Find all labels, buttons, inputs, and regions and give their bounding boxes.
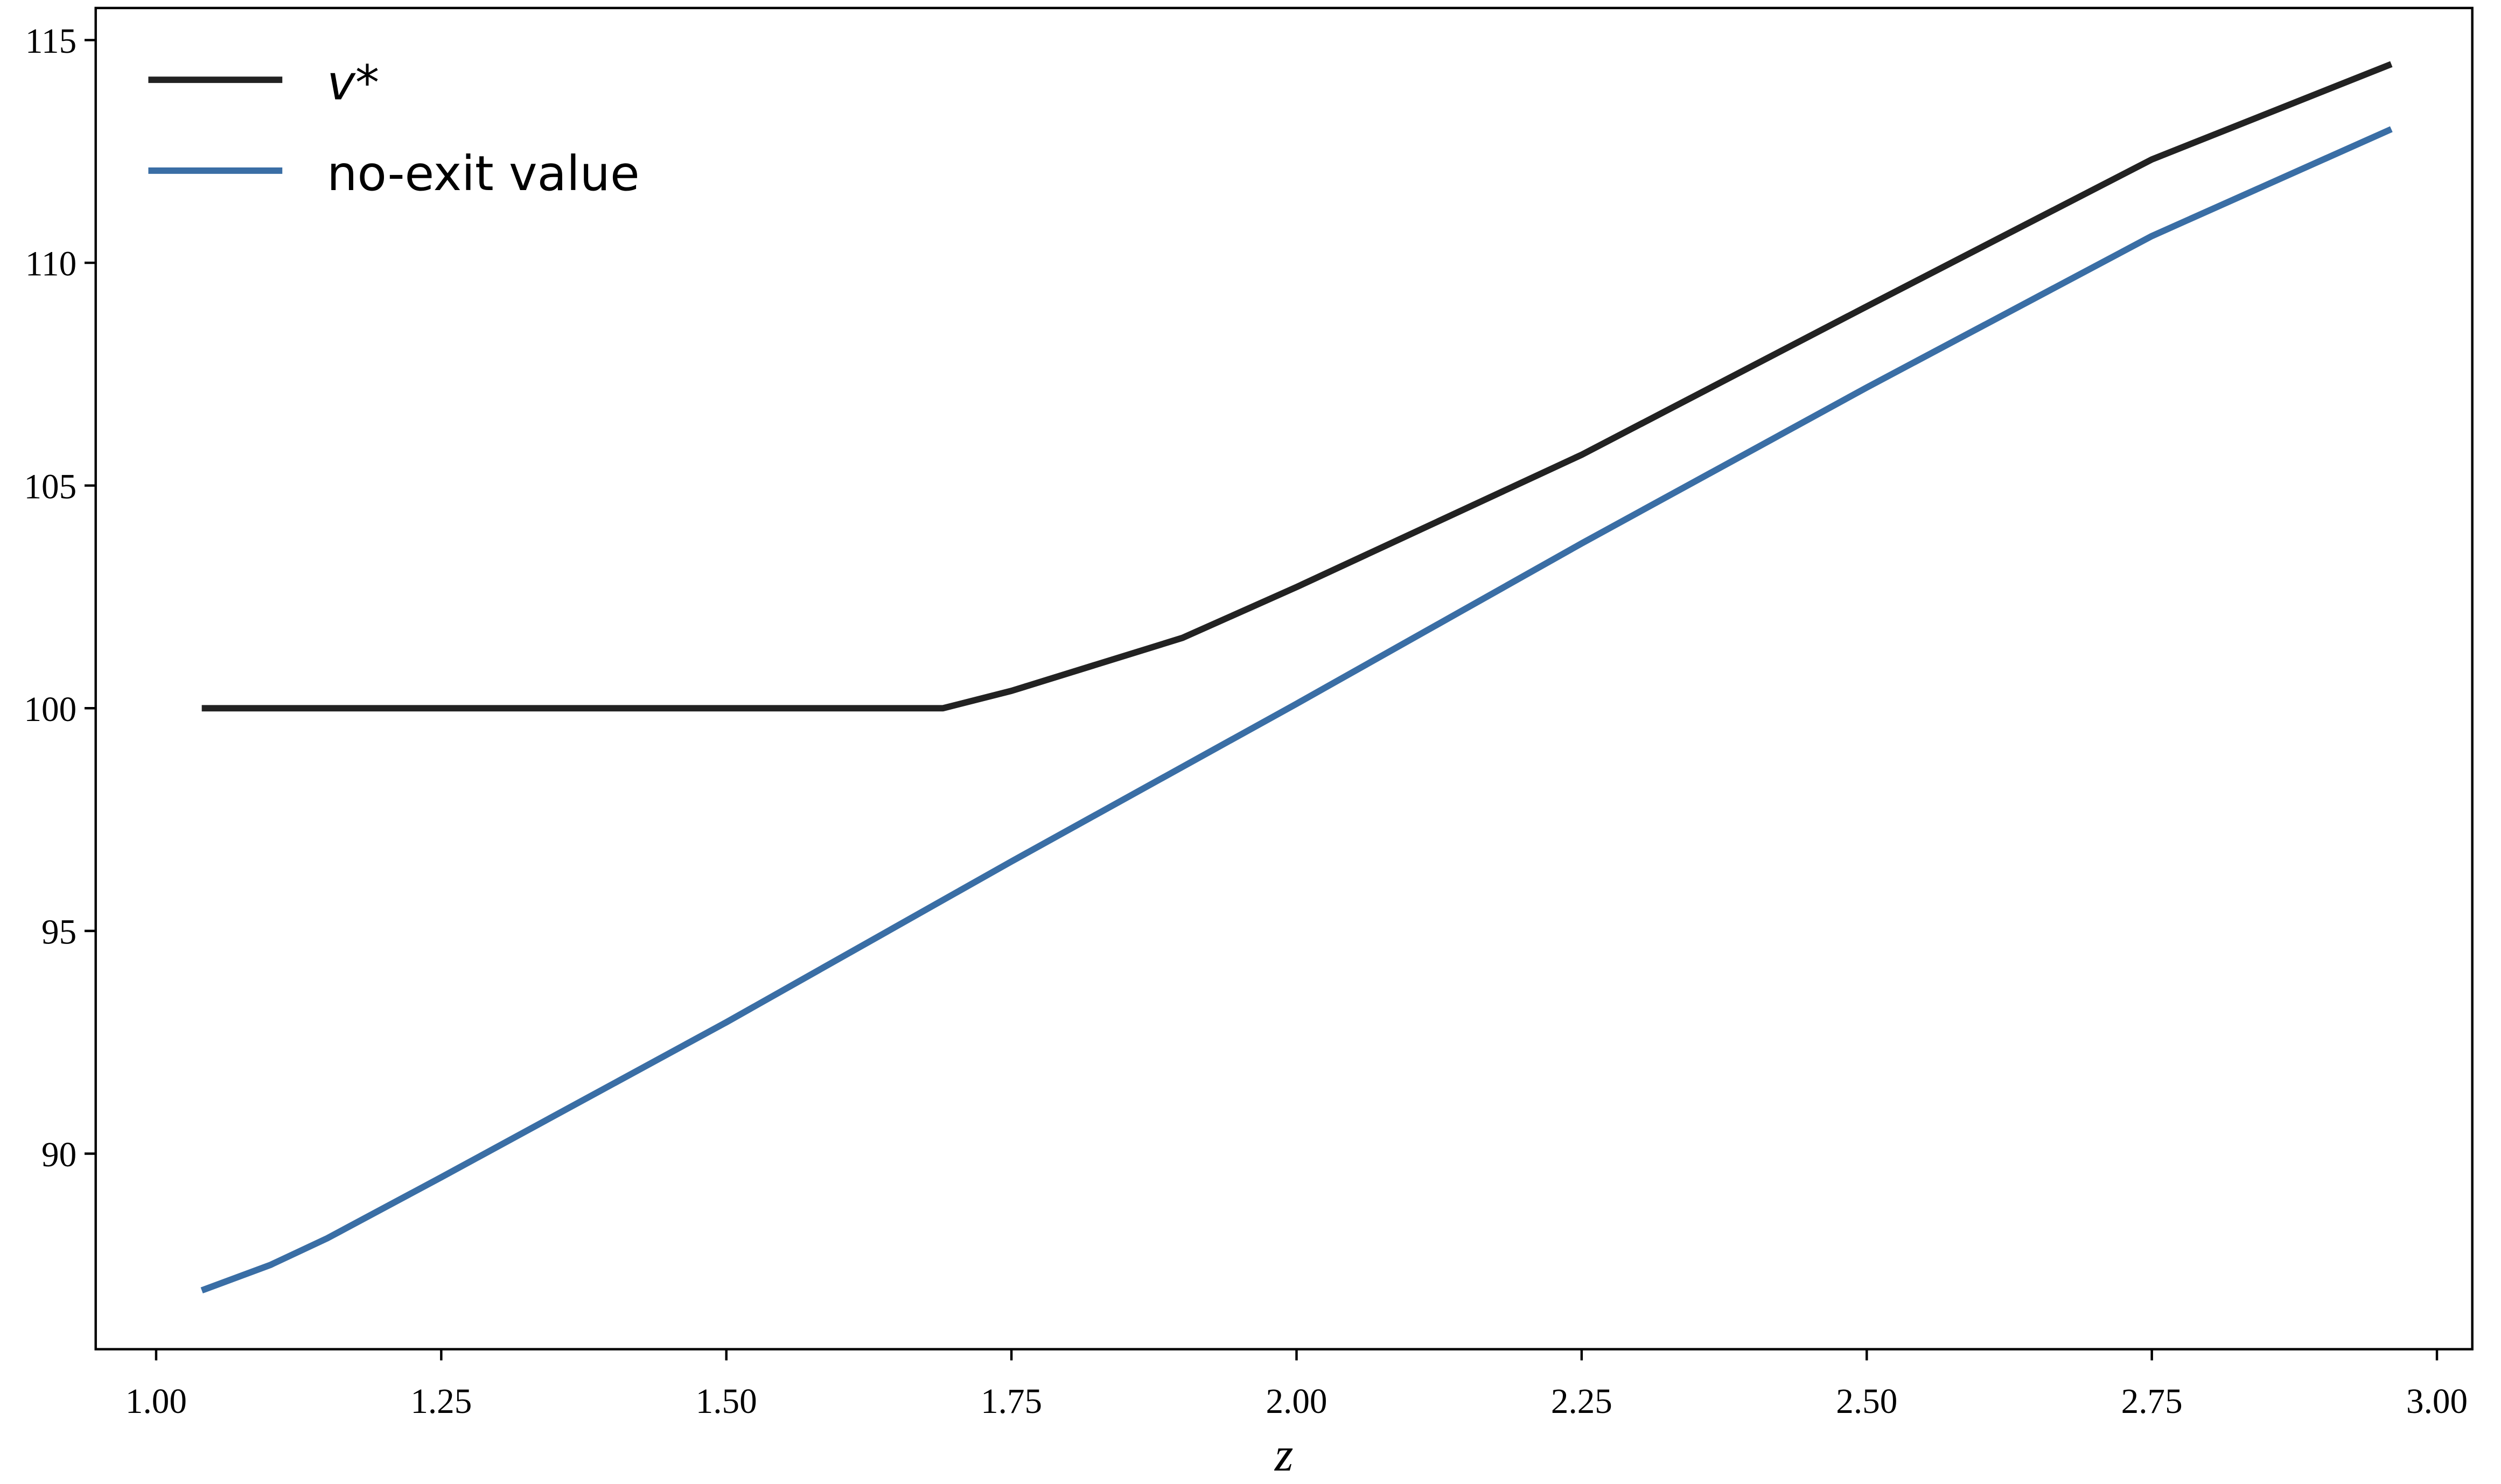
x-axis-label: z	[1274, 1429, 1294, 1481]
y-tick-label: 95	[41, 913, 76, 952]
x-tick-label: 2.50	[1836, 1382, 1897, 1421]
x-tick-label: 1.50	[696, 1382, 757, 1421]
y-tick-label: 115	[25, 22, 76, 61]
legend-label: v*	[327, 55, 379, 110]
y-tick-label: 100	[24, 690, 76, 729]
line	[201, 61, 2393, 712]
y-tick-label: 110	[25, 245, 76, 284]
x-tick-label: 1.00	[125, 1382, 187, 1421]
x-tick-label: 2.00	[1266, 1382, 1327, 1421]
legend-label: no-exit value	[327, 146, 639, 201]
y-tick-label: 105	[24, 467, 76, 506]
plot-frame	[94, 6, 2474, 1350]
x-tick-label: 1.25	[410, 1382, 472, 1421]
x-tick-label: 3.00	[2406, 1382, 2468, 1421]
y-tick-label: 90	[41, 1136, 76, 1174]
x-tick-label: 2.25	[1551, 1382, 1612, 1421]
x-tick-label: 1.75	[981, 1382, 1042, 1421]
x-tick-label: 2.75	[2121, 1382, 2183, 1421]
line	[200, 126, 2393, 1294]
